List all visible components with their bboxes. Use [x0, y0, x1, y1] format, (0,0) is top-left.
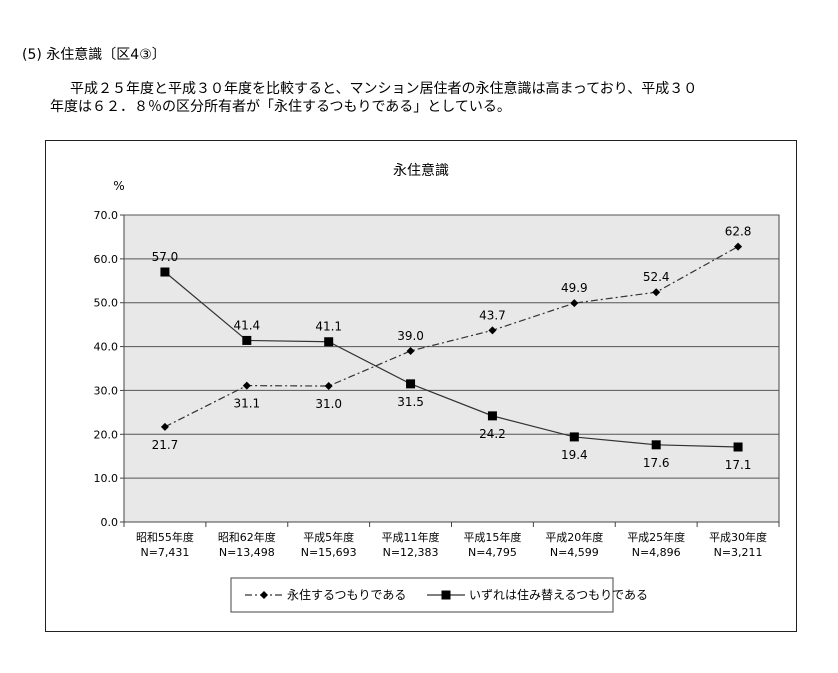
- chart-title: 永住意識: [393, 162, 449, 179]
- series-2-point: [733, 442, 743, 452]
- data-label: 19.4: [561, 448, 588, 462]
- legend-label-1: 永住するつもりである: [287, 588, 406, 602]
- series-1-point: [324, 382, 333, 391]
- data-label: 17.1: [725, 458, 752, 472]
- x-tick-label: 平成15年度: [463, 530, 521, 544]
- y-tick-label: 10.0: [94, 472, 119, 485]
- series-1-point: [160, 422, 169, 431]
- series-1-point: [406, 346, 415, 355]
- y-tick-label: 0.0: [101, 516, 119, 529]
- series-2-point: [487, 411, 497, 421]
- line-chart: 永住意識% 0.0 10.0 20.0 30.0 40.0 50.0 60.0 70.0 昭和55…: [94, 162, 780, 613]
- series-1-point: [570, 299, 579, 308]
- description-line-2: 年度は６２．８％の区分所有者が「永住するつもりである」としている。: [50, 99, 511, 115]
- x-sample-size-label: N=4,599: [550, 546, 599, 559]
- series-line-2: [164, 271, 739, 448]
- legend-label-2: いずれは住み替えるつもりである: [469, 588, 648, 602]
- data-label: 41.4: [233, 318, 260, 332]
- section-heading: (5) 永住意識〔区4③〕: [22, 47, 166, 63]
- data-label: 21.7: [152, 438, 179, 452]
- data-label: 31.0: [315, 397, 342, 411]
- data-label: 17.6: [643, 456, 670, 470]
- y-axis-unit: %: [113, 179, 124, 193]
- y-tick-label: 20.0: [94, 428, 119, 441]
- plot-area: [123, 214, 780, 523]
- x-sample-size-label: N=15,693: [301, 546, 357, 559]
- series-2-point: [569, 432, 579, 442]
- y-tick-label: 60.0: [94, 253, 119, 266]
- data-label: 57.0: [152, 250, 179, 264]
- data-label: 31.1: [233, 397, 260, 411]
- x-tick-label: 昭和55年度: [136, 530, 194, 544]
- data-label: 39.0: [397, 329, 424, 343]
- y-tick-label: 30.0: [94, 384, 119, 397]
- legend-box: [230, 577, 614, 613]
- data-label: 24.2: [479, 427, 506, 441]
- series-2-point: [406, 379, 416, 389]
- chart-frame: 永住意識% 0.0 10.0 20.0 30.0 40.0 50.0 60.0 70.0 昭和55…: [45, 140, 797, 632]
- data-label: 52.4: [643, 270, 670, 284]
- data-label: 62.8: [725, 225, 752, 239]
- data-label: 41.1: [315, 320, 342, 334]
- data-label: 31.5: [397, 395, 424, 409]
- series-2-point: [242, 335, 252, 345]
- series-1-point: [652, 288, 661, 297]
- x-sample-size-label: N=7,431: [140, 546, 189, 559]
- x-sample-size-label: N=4,795: [468, 546, 517, 559]
- x-tick-label: 平成5年度: [303, 530, 354, 544]
- series-line-1: [164, 246, 739, 428]
- x-sample-size-label: N=13,498: [219, 546, 275, 559]
- data-label: 49.9: [561, 281, 588, 295]
- series-1-point: [488, 326, 497, 335]
- y-tick-label: 50.0: [94, 297, 119, 310]
- x-tick-label: 昭和62年度: [218, 530, 276, 544]
- legend-marker-2: [441, 590, 451, 600]
- y-tick-label: 40.0: [94, 341, 119, 354]
- x-tick-label: 平成20年度: [545, 530, 603, 544]
- series-2-point: [324, 337, 334, 347]
- series-2-point: [651, 440, 661, 450]
- series-1-point: [242, 381, 251, 390]
- y-tick-label: 70.0: [94, 209, 119, 222]
- data-label: 43.7: [479, 308, 506, 322]
- x-tick-label: 平成30年度: [709, 530, 767, 544]
- x-sample-size-label: N=4,896: [632, 546, 681, 559]
- x-tick-label: 平成11年度: [382, 530, 440, 544]
- x-tick-label: 平成25年度: [627, 530, 685, 544]
- series-2-point: [160, 267, 170, 277]
- description-paragraph: 平成２５年度と平成３０年度を比較すると、マンション居住者の永住意識は高まっており…: [50, 80, 838, 116]
- description-line-1: 平成２５年度と平成３０年度を比較すると、マンション居住者の永住意識は高まっており…: [70, 81, 698, 97]
- x-sample-size-label: N=12,383: [383, 546, 439, 559]
- legend-marker-1: [260, 591, 268, 599]
- x-sample-size-label: N=3,211: [714, 546, 763, 559]
- series-1-point: [734, 242, 743, 251]
